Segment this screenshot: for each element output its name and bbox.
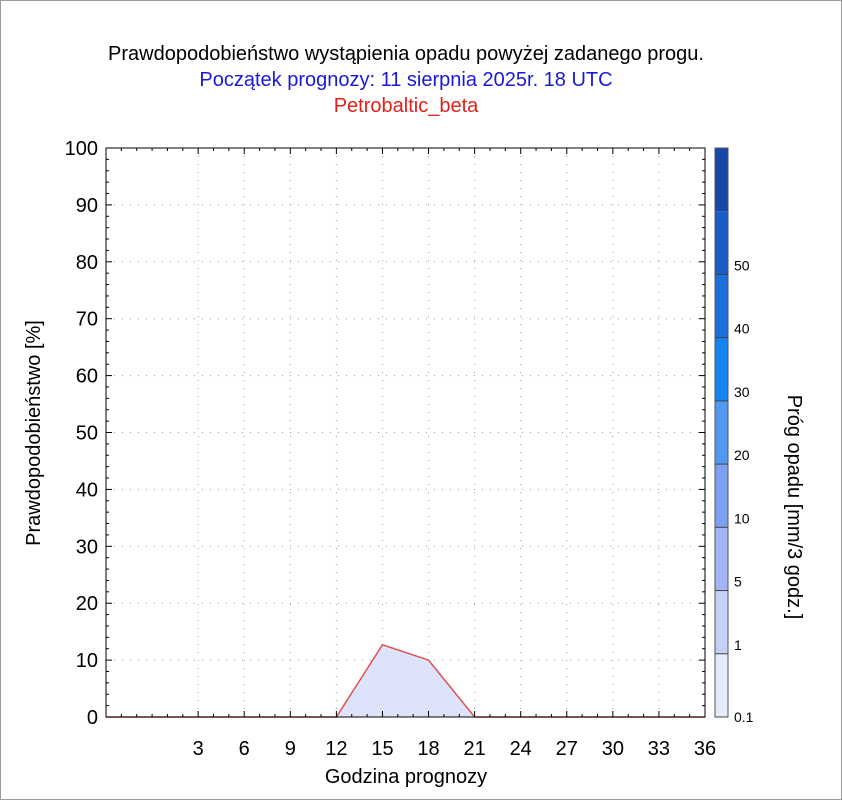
x-tick-label: 18 xyxy=(417,738,439,760)
y-tick-label: 30 xyxy=(76,536,98,558)
colorbar-tick-label: 40 xyxy=(734,321,750,337)
y-tick-label: 20 xyxy=(76,593,98,615)
colorbar-segment xyxy=(715,527,728,591)
y-tick-label: 100 xyxy=(65,138,98,160)
series-area xyxy=(106,644,705,717)
colorbar-tick-label: 30 xyxy=(734,384,750,400)
title-block: Prawdopodobieństwo wystąpienia opadu pow… xyxy=(1,41,811,119)
colorbar-segment xyxy=(715,337,728,401)
y-tick-label: 60 xyxy=(76,366,98,388)
x-tick-label: 30 xyxy=(602,738,624,760)
colorbar-segment xyxy=(715,211,728,275)
y-tick-label: 10 xyxy=(76,650,98,672)
y-tick-label: 50 xyxy=(76,423,98,445)
colorbar-segment xyxy=(715,590,728,654)
colorbar-segment xyxy=(715,464,728,528)
y-tick-label: 70 xyxy=(76,309,98,331)
colorbar-segment xyxy=(715,653,728,717)
colorbar-label: Próg opadu [mm/3 godz.] xyxy=(783,395,805,620)
grid-layer xyxy=(106,148,705,717)
y-axis-label: Prawdopodobieństwo [%] xyxy=(23,320,45,546)
x-tick-label: 9 xyxy=(285,738,296,760)
colorbar-segment xyxy=(715,400,728,465)
colorbar-tick-label: 50 xyxy=(734,257,750,273)
y-tick-label: 0 xyxy=(87,707,98,729)
station-name: Petrobaltic_beta xyxy=(333,95,479,117)
colorbar-tick-label: 20 xyxy=(734,447,750,463)
colorbar-tick-label: 0.1 xyxy=(734,709,754,725)
x-tick-label: 6 xyxy=(239,738,250,760)
x-tick-label: 27 xyxy=(556,738,578,760)
x-axis-label: Godzina prognozy xyxy=(325,766,487,788)
area-layer xyxy=(105,643,706,718)
y-tick-label: 90 xyxy=(76,195,98,217)
x-tick-label: 33 xyxy=(648,738,670,760)
colorbar-tick-label: 1 xyxy=(734,637,742,653)
label-layer: 3 6 9 12 15 18 21 24 27 30 33 360102030405060708090… xyxy=(65,138,717,760)
colorbar-tick-label: 5 xyxy=(734,574,742,590)
x-tick-label: 12 xyxy=(325,738,347,760)
y-tick-label: 80 xyxy=(76,252,98,274)
x-tick-label: 36 xyxy=(694,738,716,760)
plot-frame-layer xyxy=(105,147,706,718)
y-tick-label: 40 xyxy=(76,479,98,501)
chart-title: Prawdopodobieństwo wystąpienia opadu pow… xyxy=(108,43,704,65)
colorbar-segment xyxy=(715,148,728,212)
colorbar-segment xyxy=(715,274,728,338)
x-tick-label: 21 xyxy=(463,738,485,760)
tick-layer xyxy=(105,147,706,718)
x-tick-label: 3 xyxy=(193,738,204,760)
chart-subtitle: Początek prognozy: 11 sierpnia 2025r. 18… xyxy=(199,69,613,91)
colorbar-layer: 0.1 1 5 10 20 30 40 50 xyxy=(714,147,754,725)
x-tick-label: 15 xyxy=(371,738,393,760)
x-tick-label: 24 xyxy=(510,738,532,760)
colorbar-tick-label: 10 xyxy=(734,510,750,526)
plot-frame xyxy=(105,147,706,718)
